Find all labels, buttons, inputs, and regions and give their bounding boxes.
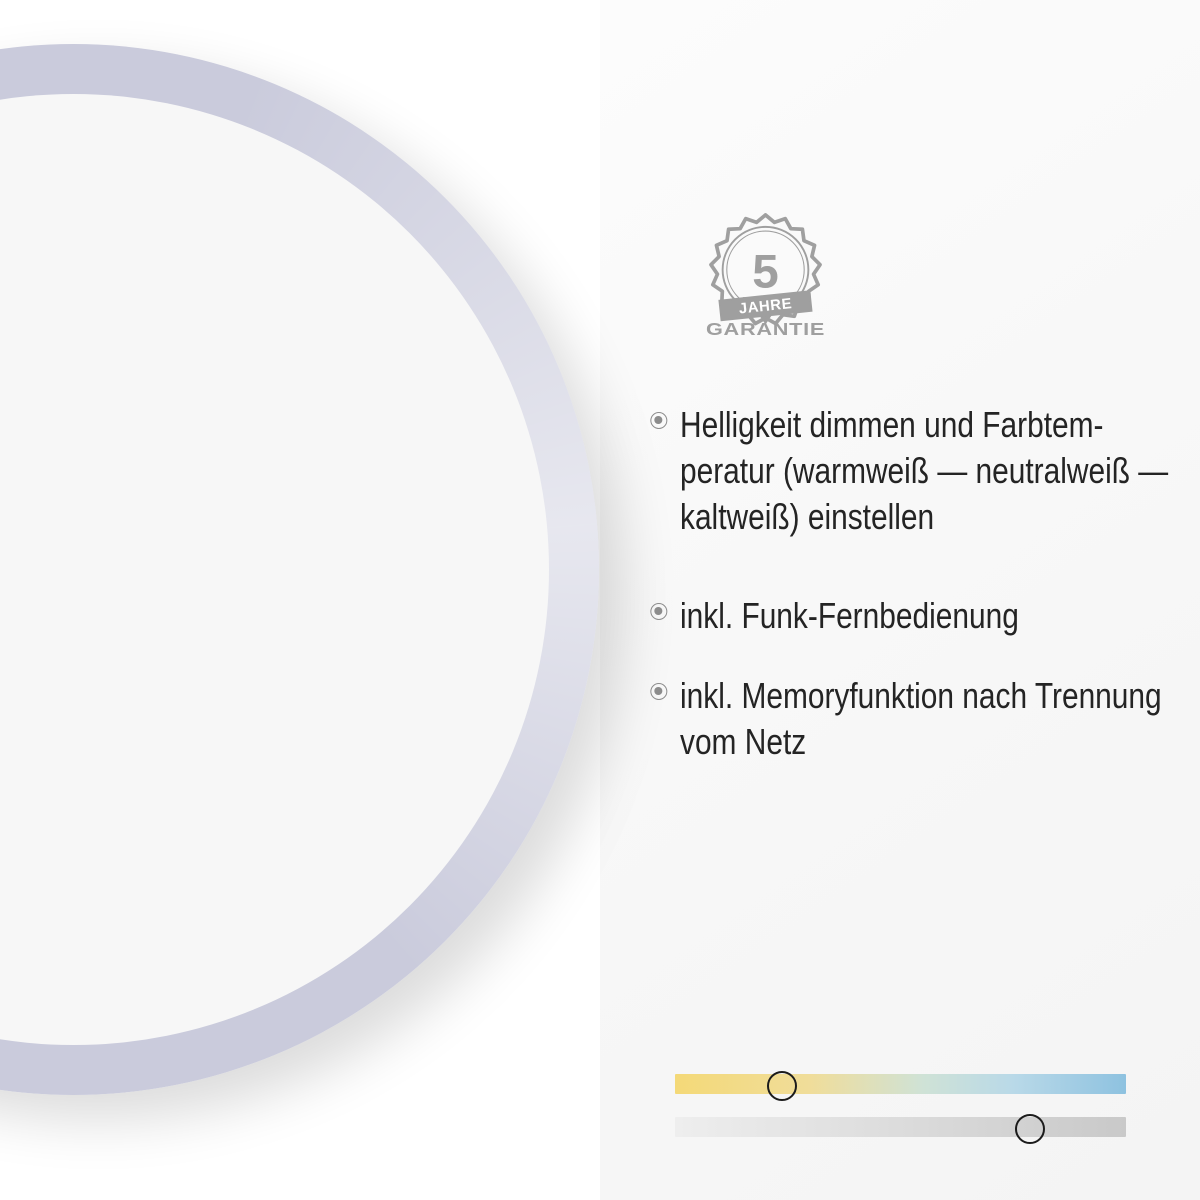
svg-text:5: 5 [752, 246, 778, 299]
svg-text:GARANTIE: GARANTIE [706, 319, 825, 337]
